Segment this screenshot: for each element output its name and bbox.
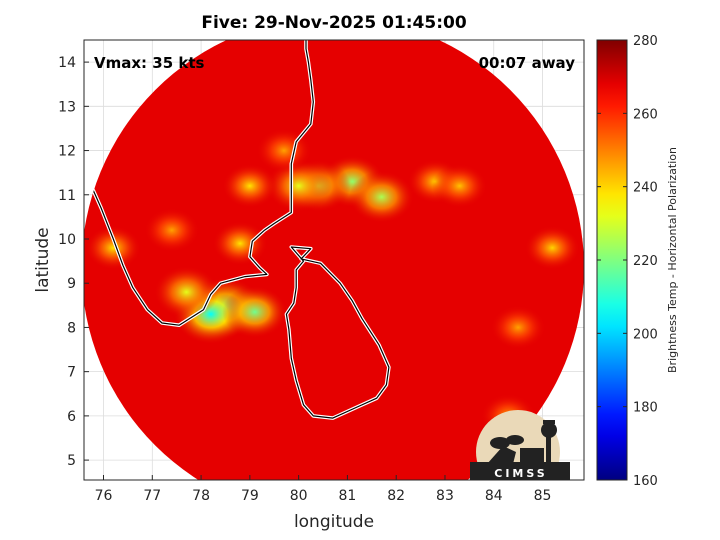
brightness-feature [524,225,580,270]
brightness-features [85,128,580,438]
brightness-feature [222,163,278,208]
brightness-feature [432,163,488,208]
x-tick-label: 76 [95,488,113,504]
axes-box [83,39,585,481]
colorbar-tick-label: 260 [633,107,658,122]
brightness-feature [349,170,415,223]
brightness-feature [490,305,546,350]
time-away-annotation: 00:07 away [479,54,576,72]
x-tick-label: 77 [143,488,161,504]
x-tick-label: 81 [339,488,357,504]
x-tick-label: 82 [387,488,405,504]
colorbar-tick-label: 220 [633,254,658,269]
y-tick-label: 14 [58,55,76,71]
colorbar-tick-label: 180 [633,401,658,416]
colorbar-tick-label: 160 [633,474,658,489]
brightness-feature [266,159,332,212]
y-tick-label: 10 [58,232,76,248]
colorbar [597,40,627,480]
y-axis-label: latitude [33,227,53,292]
y-tick-label: 5 [67,453,76,469]
logo-text: CIMSS [494,467,547,480]
coastline-india-inner [84,40,314,326]
x-tick-label: 78 [192,488,210,504]
x-tick-label: 80 [290,488,308,504]
y-axis-ticks: 5 6 7 8 9 10 11 12 13 14 [58,55,89,469]
y-tick-label: 13 [58,99,76,115]
brightness-feature [222,285,288,338]
x-tick-label: 79 [241,488,259,504]
colorbar-tick-label: 200 [633,327,658,342]
colorbar-label: Brightness Temp - Horizontal Polarizatio… [666,147,679,373]
logo-tower-icon [470,420,570,480]
y-tick-label: 9 [67,276,76,292]
coastline-inner [84,40,390,419]
x-axis-label: longitude [294,512,374,532]
brightness-feature [212,221,268,266]
chart-title: Five: 29-Nov-2025 01:45:00 [201,13,466,33]
y-tick-label: 12 [58,144,76,160]
brightness-feature [153,266,219,319]
brightness-feature [85,225,141,270]
x-tick-label: 84 [485,488,503,504]
y-tick-label: 8 [67,320,76,336]
coastline-sri-lanka-inner [285,246,390,419]
x-tick-label: 83 [436,488,454,504]
brightness-feature [144,208,200,253]
x-tick-label: 85 [534,488,552,504]
colorbar-tick-label: 240 [633,181,658,196]
x-axis-ticks: 76 77 78 79 80 81 82 83 84 85 [95,475,552,504]
y-tick-label: 6 [67,409,76,425]
colorbar-tick-label: 280 [633,34,658,49]
y-tick-label: 11 [58,188,76,204]
y-tick-label: 7 [67,365,76,381]
vmax-annotation: Vmax: 35 kts [94,54,204,72]
cimss-logo: CIMSS [470,410,570,480]
colorbar-ticks: 160 180 200 220 240 260 280 [597,34,658,489]
